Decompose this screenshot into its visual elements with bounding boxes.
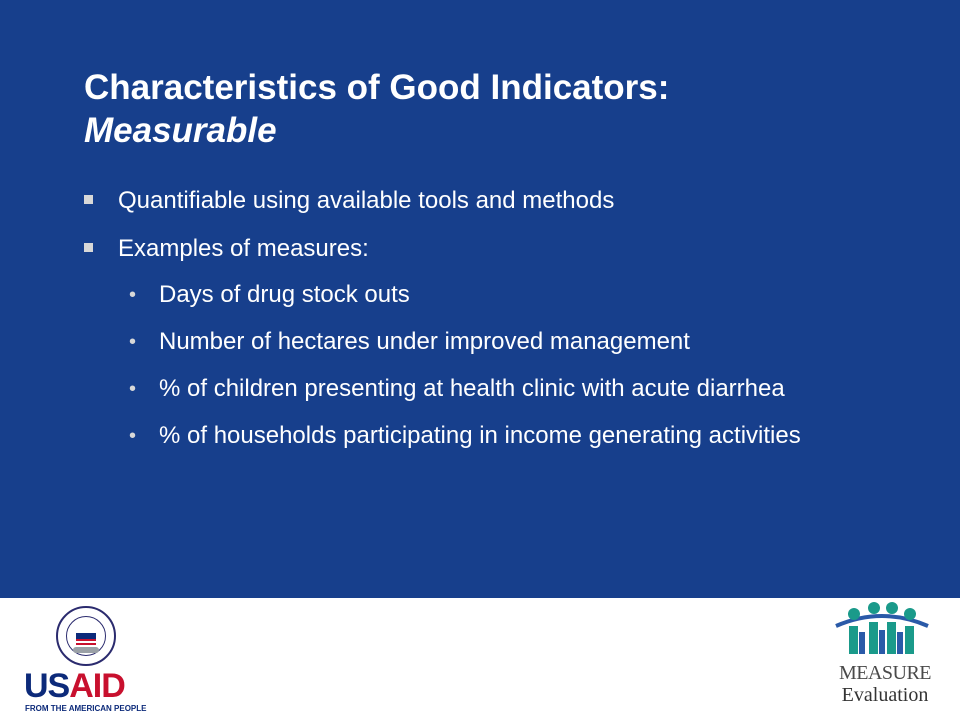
- seal-stripes: [76, 639, 96, 647]
- sub-bullet-item: • % of children presenting at health cli…: [84, 374, 874, 404]
- seal-band: [76, 633, 96, 639]
- dot-bullet-icon: •: [129, 378, 137, 400]
- usaid-seal-icon: [56, 606, 116, 666]
- bullet-text: Examples of measures:: [118, 235, 369, 262]
- handshake-icon: [73, 647, 99, 653]
- seal-ring: [66, 616, 106, 656]
- sub-bullet-text: Days of drug stock outs: [159, 281, 410, 308]
- square-bullet-icon: [84, 195, 93, 204]
- bullet-text: Quantifiable using available tools and m…: [118, 187, 615, 214]
- usaid-wordmark: USAID: [24, 667, 126, 705]
- sub-bullet-item: • % of households participating in incom…: [84, 421, 874, 451]
- measure-evaluation-logo: MEASURE Evaluation: [820, 602, 950, 716]
- sub-bullet-text: % of households participating in income …: [159, 422, 801, 449]
- sub-bullet-text: % of children presenting at health clini…: [159, 375, 785, 402]
- title-line-2: Measurable: [84, 111, 277, 150]
- dot-bullet-icon: •: [129, 284, 137, 306]
- logo-footer: USAID FROM THE AMERICAN PEOPLE MEASURE E…: [0, 598, 960, 720]
- slide-title: Characteristics of Good Indicators: Meas…: [84, 66, 669, 152]
- title-line-1: Characteristics of Good Indicators:: [84, 68, 670, 107]
- usaid-word-aid: AID: [69, 667, 126, 705]
- people-figures-icon: [835, 602, 929, 654]
- measure-wordmark: MEASURE: [838, 662, 932, 684]
- usaid-word-us: US: [24, 667, 70, 705]
- bullet-list: Quantifiable using available tools and m…: [84, 186, 904, 468]
- sub-bullet-group: • Days of drug stock outs • Number of he…: [84, 280, 904, 451]
- usaid-logo: USAID FROM THE AMERICAN PEOPLE: [24, 606, 150, 716]
- square-bullet-icon: [84, 243, 93, 252]
- sub-bullet-item: • Number of hectares under improved mana…: [84, 327, 874, 357]
- evaluation-wordmark: Evaluation: [841, 684, 929, 706]
- sub-bullet-list: • Days of drug stock outs • Number of he…: [84, 280, 904, 451]
- dot-bullet-icon: •: [129, 331, 137, 353]
- bullet-item: Quantifiable using available tools and m…: [84, 186, 904, 216]
- dot-bullet-icon: •: [129, 425, 137, 447]
- slide-content-area: Characteristics of Good Indicators: Meas…: [0, 0, 960, 598]
- sub-bullet-item: • Days of drug stock outs: [84, 280, 874, 310]
- bullet-item: Examples of measures:: [84, 234, 904, 264]
- sub-bullet-text: Number of hectares under improved manage…: [159, 328, 690, 355]
- usaid-tagline: FROM THE AMERICAN PEOPLE: [25, 704, 147, 713]
